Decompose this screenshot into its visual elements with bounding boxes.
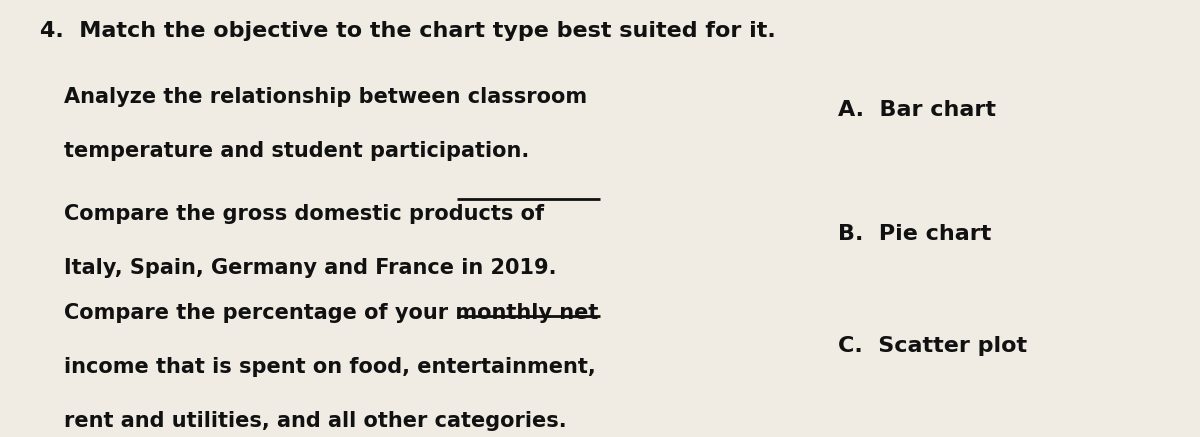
Text: rent and utilities, and all other categories.: rent and utilities, and all other catego… (64, 411, 566, 431)
Text: C.  Scatter plot: C. Scatter plot (839, 336, 1027, 357)
Text: Italy, Spain, Germany and France in 2019.: Italy, Spain, Germany and France in 2019… (64, 257, 557, 277)
Text: 4.  Match the objective to the chart type best suited for it.: 4. Match the objective to the chart type… (40, 21, 775, 41)
Text: income that is spent on food, entertainment,: income that is spent on food, entertainm… (64, 357, 595, 377)
Text: A.  Bar chart: A. Bar chart (839, 100, 996, 120)
Text: Compare the percentage of your monthly net: Compare the percentage of your monthly n… (64, 303, 598, 323)
Text: Compare the gross domestic products of: Compare the gross domestic products of (64, 204, 544, 224)
Text: Analyze the relationship between classroom: Analyze the relationship between classro… (64, 87, 587, 107)
Text: B.  Pie chart: B. Pie chart (839, 224, 991, 244)
Text: temperature and student participation.: temperature and student participation. (64, 141, 529, 161)
